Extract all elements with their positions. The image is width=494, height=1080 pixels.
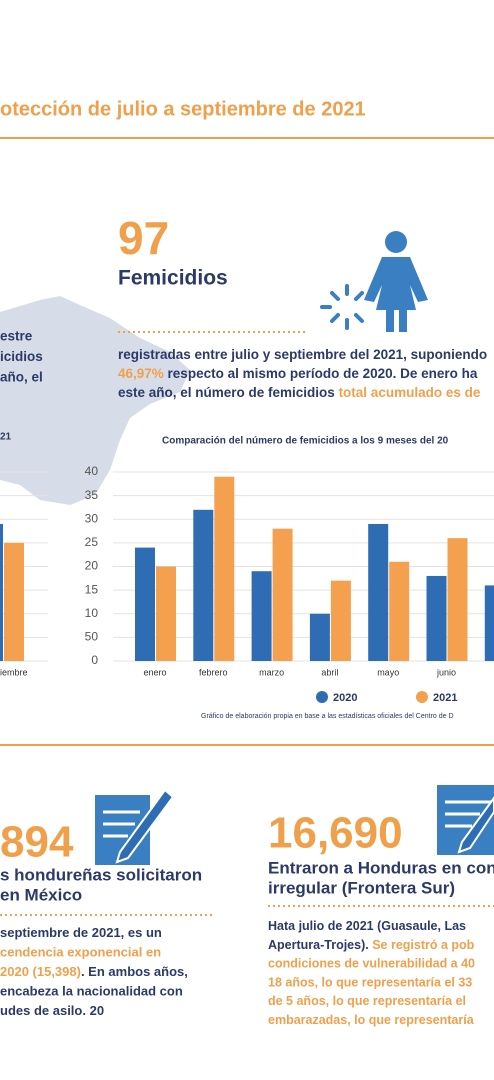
paragraph-line: de 5 años, lo que representaría el: [268, 994, 466, 1008]
text-span: condiciones de vulnerabilidad a 40: [268, 957, 475, 971]
text-span: Se registró a pob: [369, 938, 475, 952]
text-span: embarazadas, lo que representaría: [268, 1013, 475, 1027]
big-number: 16,690: [268, 809, 403, 858]
legend-label: 2021: [433, 692, 457, 704]
woman-icon: [364, 231, 428, 332]
text-line: en México: [0, 885, 82, 904]
x-tick-label: enero: [143, 667, 166, 677]
bar: [251, 571, 272, 661]
text-span: total acumulado es de: [339, 385, 481, 400]
x-tick-label: abril: [321, 667, 338, 677]
text-span: udes de asilo. 20: [0, 1003, 104, 1018]
bar: [4, 542, 24, 661]
text-line: s hondureñas solicitaron: [0, 865, 202, 884]
chart-title: Comparación del número de femicidios a l…: [162, 436, 449, 447]
text-span: registradas entre julio y septiembre del…: [118, 347, 487, 362]
text-span: respecto al mismo período de 2020. De en…: [164, 366, 478, 381]
legend-label: 2020: [333, 692, 357, 704]
map-shape: [0, 296, 190, 505]
text-line: año, el: [0, 370, 43, 385]
bar: [484, 585, 494, 661]
paragraph-line: Apertura-Trojes). Se registró a pob: [268, 938, 475, 952]
big-number: 894: [0, 818, 74, 867]
text-span: septiembre de 2021, es un: [0, 925, 162, 940]
text-span: cendencia exponencial en: [0, 945, 161, 960]
y-tick-label: 50: [85, 630, 99, 644]
text-line: irregular (Frontera Sur): [268, 878, 455, 897]
paragraph-line: encabeza la nacionalidad con: [0, 984, 183, 999]
bar: [309, 613, 330, 661]
document-icon: [95, 788, 175, 865]
bar: [156, 566, 176, 661]
text-span: . En ambos años,: [81, 964, 188, 979]
text-span: 46,97%: [118, 366, 164, 381]
paragraph-line: udes de asilo. 20: [0, 1003, 104, 1018]
paragraph-line: condiciones de vulnerabilidad a 40: [268, 957, 475, 971]
x-tick-label: marzo: [259, 667, 284, 677]
x-tick-label: junio: [436, 667, 456, 677]
paragraph-line: este año, el número de femicidios total …: [118, 385, 481, 400]
text-line: estre: [0, 329, 33, 344]
y-tick-label: 30: [85, 511, 99, 525]
y-tick-label: 35: [85, 488, 99, 502]
y-tick-label: 20: [85, 559, 99, 573]
document-icon: [437, 785, 494, 855]
legend-swatch: [316, 691, 328, 703]
text-line: icidios: [0, 349, 43, 364]
y-tick-label: 15: [85, 582, 99, 596]
bar: [389, 561, 410, 661]
bar: [214, 476, 235, 661]
bar: [135, 547, 155, 661]
paragraph-line: 18 años, lo que representaría el 33: [268, 976, 472, 990]
bar: [272, 528, 293, 661]
paragraph-line: Hata julio de 2021 (Guasaule, Las: [268, 919, 466, 933]
y-tick-label: 10: [85, 606, 99, 620]
text-span: 2020 (15,398): [0, 964, 81, 979]
big-number: 97: [118, 212, 169, 264]
bar: [193, 509, 214, 661]
paragraph-line: registradas entre julio y septiembre del…: [118, 347, 487, 362]
section-title: otección de julio a septiembre de 2021: [0, 98, 366, 120]
text-line: Entraron a Honduras en con: [268, 858, 494, 877]
bar: [330, 580, 351, 661]
paragraph-line: 2020 (15,398). En ambos años,: [0, 964, 188, 979]
paragraph-line: 46,97% respecto al mismo período de 2020…: [118, 366, 478, 381]
bar: [0, 523, 3, 661]
legend-swatch: [416, 691, 428, 703]
x-tick-label: mayo: [377, 667, 399, 677]
text-span: este año, el número de femicidios: [118, 385, 339, 400]
text-span: Apertura-Trojes).: [268, 938, 369, 952]
text-span: Hata julio de 2021 (Guasaule, Las: [268, 919, 466, 933]
y-tick-label: 25: [85, 535, 99, 549]
bar: [447, 538, 468, 661]
stat-label: Femicidios: [118, 267, 228, 290]
paragraph-line: embarazadas, lo que representaría: [268, 1013, 475, 1027]
text-span: de 5 años, lo que representaría el: [268, 994, 466, 1008]
bar: [368, 523, 389, 661]
x-tick-label: iembre: [0, 667, 28, 677]
chart-source: Gráfico de elaboración propia en base a …: [201, 713, 454, 720]
chart-label: 21: [0, 432, 12, 443]
bar: [426, 575, 447, 661]
x-tick-label: febrero: [199, 667, 228, 677]
y-tick-label: 40: [85, 464, 99, 478]
paragraph-line: cendencia exponencial en: [0, 945, 161, 960]
pain-rays: [320, 284, 364, 330]
text-span: encabeza la nacionalidad con: [0, 984, 183, 999]
y-tick-label: 0: [91, 653, 98, 667]
paragraph-line: septiembre de 2021, es un: [0, 925, 162, 940]
text-span: 18 años, lo que representaría el 33: [268, 976, 472, 990]
